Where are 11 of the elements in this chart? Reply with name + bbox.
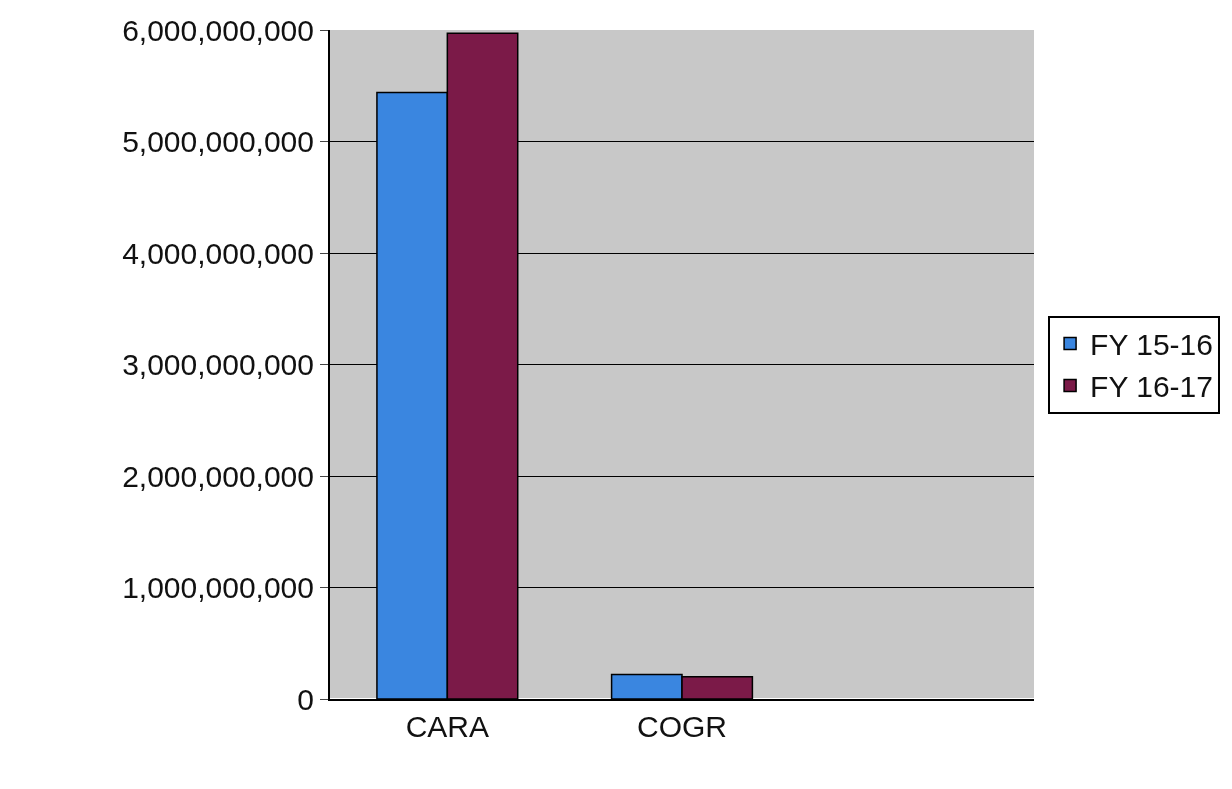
y-tick-label: 0 xyxy=(297,682,314,716)
legend-label: FY 15-16 xyxy=(1090,328,1213,362)
legend-label: FY 16-17 xyxy=(1090,370,1213,404)
y-tick-label: 4,000,000,000 xyxy=(122,236,314,270)
x-tick-label: CARA xyxy=(405,710,490,743)
y-tick-label: 2,000,000,000 xyxy=(122,459,314,493)
y-tick-label: 6,000,000,000 xyxy=(122,13,314,47)
y-tick-label: 3,000,000,000 xyxy=(122,348,314,381)
x-tick-label: COGR xyxy=(637,710,727,743)
y-tick-label: 5,000,000,000 xyxy=(122,125,314,158)
y-tick-label: 1,000,000,000 xyxy=(122,571,314,604)
